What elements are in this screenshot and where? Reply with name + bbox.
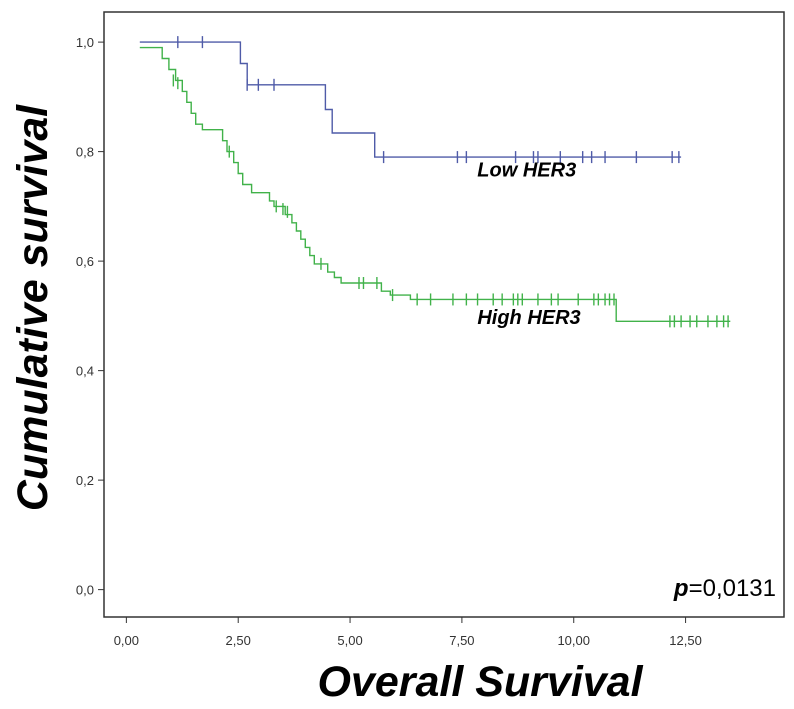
p-value-symbol: p (673, 575, 689, 602)
x-tick-label: 5,00 (337, 633, 362, 648)
x-tick-label: 2,50 (226, 633, 251, 648)
curve-label-low-her3: Low HER3 (477, 159, 576, 181)
p-value-annotation: p=0,0131 (673, 575, 776, 602)
labels-layer: Low HER3 High HER3 (477, 159, 580, 329)
series-line-high-her3 (139, 46, 731, 322)
x-tick-label: 10,00 (557, 633, 590, 648)
ticks-layer: 0,00 2,50 5,00 7,50 10,00 12,50 0,0 0,2 0,4 0,6 0,… (76, 35, 702, 648)
y-tick-label: 0,4 (76, 364, 94, 379)
x-tick-label: 12,50 (669, 633, 702, 648)
series-line-low-her3 (139, 41, 682, 158)
x-tick-label: 7,50 (449, 633, 474, 648)
y-tick-label: 0,2 (76, 473, 94, 488)
x-axis-title: Overall Survival (317, 658, 643, 704)
plot-frame (103, 11, 785, 618)
x-tick-label: 0,00 (114, 633, 139, 648)
y-tick-label: 0,0 (76, 583, 94, 598)
y-tick-label: 0,8 (76, 145, 94, 160)
series-layer (139, 36, 731, 328)
curve-label-high-her3: High HER3 (477, 307, 580, 329)
y-axis-title: Cumulative survival (9, 104, 57, 511)
p-value-number: =0,0131 (689, 575, 776, 602)
y-tick-label: 0,6 (76, 254, 94, 269)
y-tick-label: 1,0 (76, 35, 94, 50)
